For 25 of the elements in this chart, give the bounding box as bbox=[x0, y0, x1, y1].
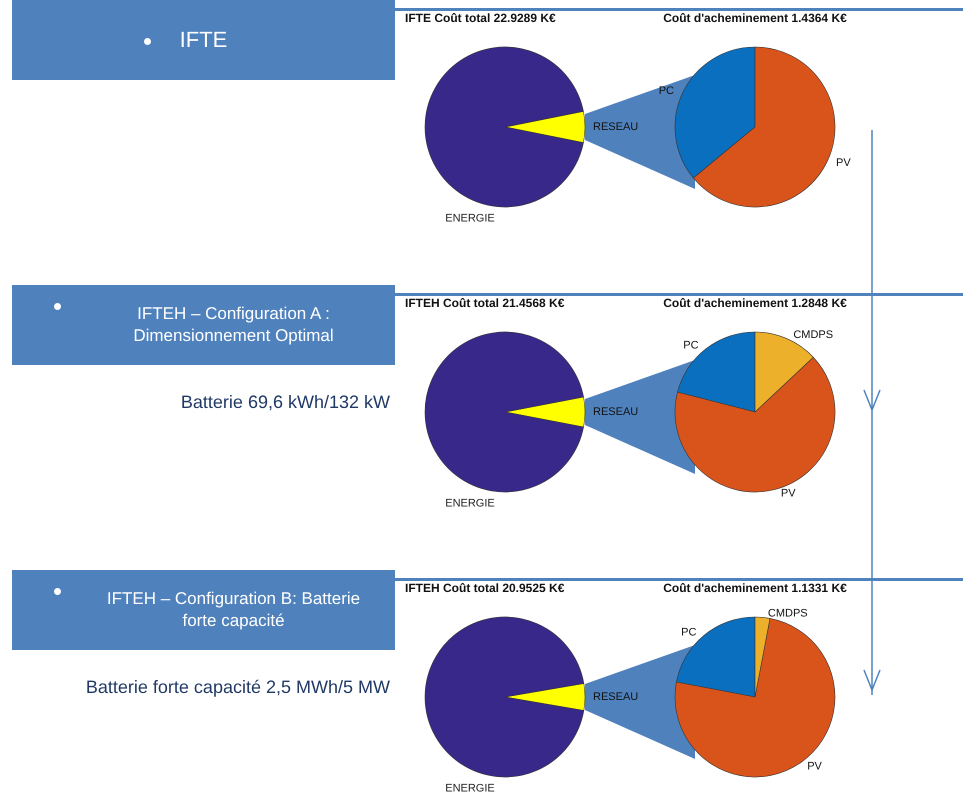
slice-label: RESEAU bbox=[593, 121, 638, 133]
slice-label: RESEAU bbox=[593, 691, 638, 703]
text: Batterie 69,6 kWh/132 kW bbox=[180, 391, 390, 414]
chart-title: IFTE Coût total 22.9289 K€ bbox=[405, 11, 556, 25]
chart-title: IFTEH Coût total 20.9525 K€ bbox=[405, 581, 565, 595]
slice-label: PC bbox=[683, 340, 699, 352]
chart-title: IFTEH Coût total 21.4568 K€ bbox=[405, 296, 565, 310]
chart-title: Coût d'acheminement 1.4364 K€ bbox=[663, 11, 848, 25]
slice-label: PC bbox=[658, 85, 674, 98]
slice-label: PV bbox=[836, 156, 852, 169]
slice-label: ENERGIE bbox=[445, 212, 495, 224]
slice-label: CMDPS bbox=[768, 607, 808, 620]
text: IFTE bbox=[178, 27, 228, 52]
slice-label: ENERGIE bbox=[445, 498, 495, 510]
slice-label: ENERGIE bbox=[445, 782, 495, 794]
text: Batterie forte capacité 2,5 MWh/5 MW bbox=[84, 676, 390, 699]
slice-label: PV bbox=[780, 487, 796, 500]
slice-label: PV bbox=[807, 760, 823, 772]
slice-label: PC bbox=[681, 626, 697, 638]
text: IFTEH – Configuration B: Batterie forte capacité bbox=[106, 588, 362, 632]
text: IFTEH – Configuration A : Dimensionnement Optimal bbox=[132, 303, 335, 347]
slice-label: CMDPS bbox=[793, 328, 834, 341]
chart-title: Coût d'acheminement 1.2848 K€ bbox=[663, 296, 848, 310]
chart-title: Coût d'acheminement 1.1331 K€ bbox=[663, 581, 848, 595]
slice-label: RESEAU bbox=[593, 406, 638, 418]
